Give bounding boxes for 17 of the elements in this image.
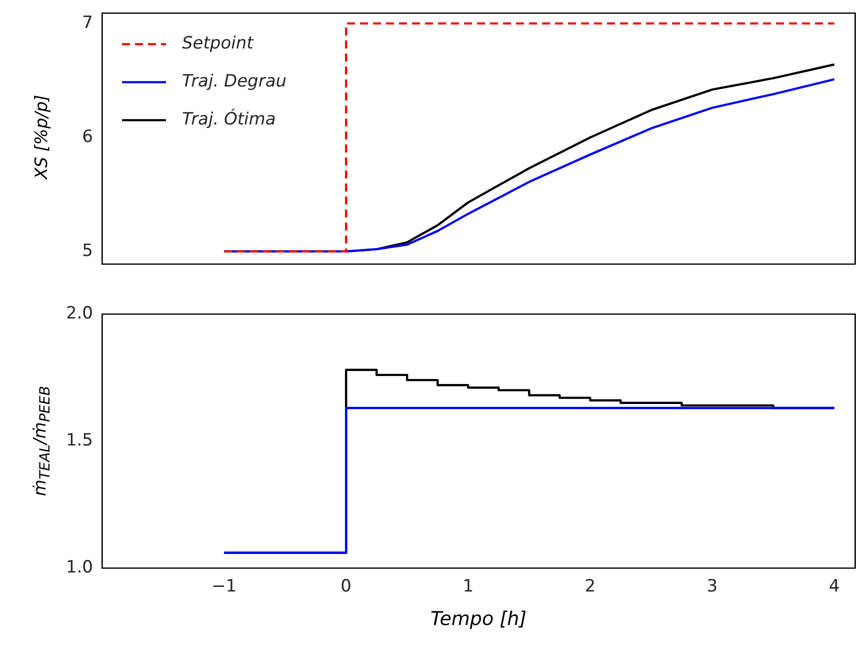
- y-tick-label: 2.0: [66, 303, 93, 324]
- legend-label: Setpoint: [182, 34, 255, 54]
- y-axis-title: XS [%p/p]: [32, 94, 52, 180]
- y-tick-label: 1.0: [66, 557, 93, 578]
- x-tick-label: 4: [828, 576, 840, 597]
- x-tick-label: 3: [706, 576, 718, 597]
- y-tick-label: 1.5: [66, 430, 93, 450]
- x-tick-label: 0: [340, 576, 352, 597]
- legend-label: Traj. Ótima: [182, 108, 276, 130]
- legend-label: Traj. Degrau: [182, 72, 287, 92]
- y-tick-label: 5: [82, 240, 93, 261]
- x-tick-label: −1: [212, 576, 237, 597]
- y-tick-label: 6: [82, 126, 93, 147]
- y-tick-label: 7: [82, 12, 93, 33]
- x-tick-label: 2: [584, 576, 596, 597]
- x-tick-label: 1: [462, 576, 474, 597]
- x-axis-title: Tempo [h]: [430, 608, 527, 630]
